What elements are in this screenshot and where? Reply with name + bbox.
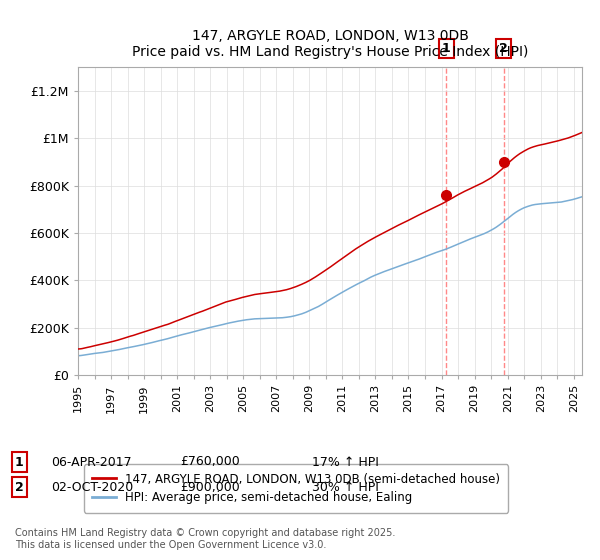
Text: £760,000: £760,000 <box>180 455 240 469</box>
Text: 2: 2 <box>499 42 508 55</box>
Legend: 147, ARGYLE ROAD, LONDON, W13 0DB (semi-detached house), HPI: Average price, sem: 147, ARGYLE ROAD, LONDON, W13 0DB (semi-… <box>84 464 508 513</box>
Text: 02-OCT-2020: 02-OCT-2020 <box>51 480 133 494</box>
Text: Contains HM Land Registry data © Crown copyright and database right 2025.
This d: Contains HM Land Registry data © Crown c… <box>15 528 395 550</box>
Text: 30% ↑ HPI: 30% ↑ HPI <box>312 480 379 494</box>
Text: 1: 1 <box>15 455 24 469</box>
Text: 06-APR-2017: 06-APR-2017 <box>51 455 131 469</box>
Text: 2: 2 <box>15 480 24 494</box>
Text: 1: 1 <box>442 42 451 55</box>
Text: 17% ↑ HPI: 17% ↑ HPI <box>312 455 379 469</box>
Title: 147, ARGYLE ROAD, LONDON, W13 0DB
Price paid vs. HM Land Registry's House Price : 147, ARGYLE ROAD, LONDON, W13 0DB Price … <box>132 29 528 59</box>
Text: £900,000: £900,000 <box>180 480 240 494</box>
